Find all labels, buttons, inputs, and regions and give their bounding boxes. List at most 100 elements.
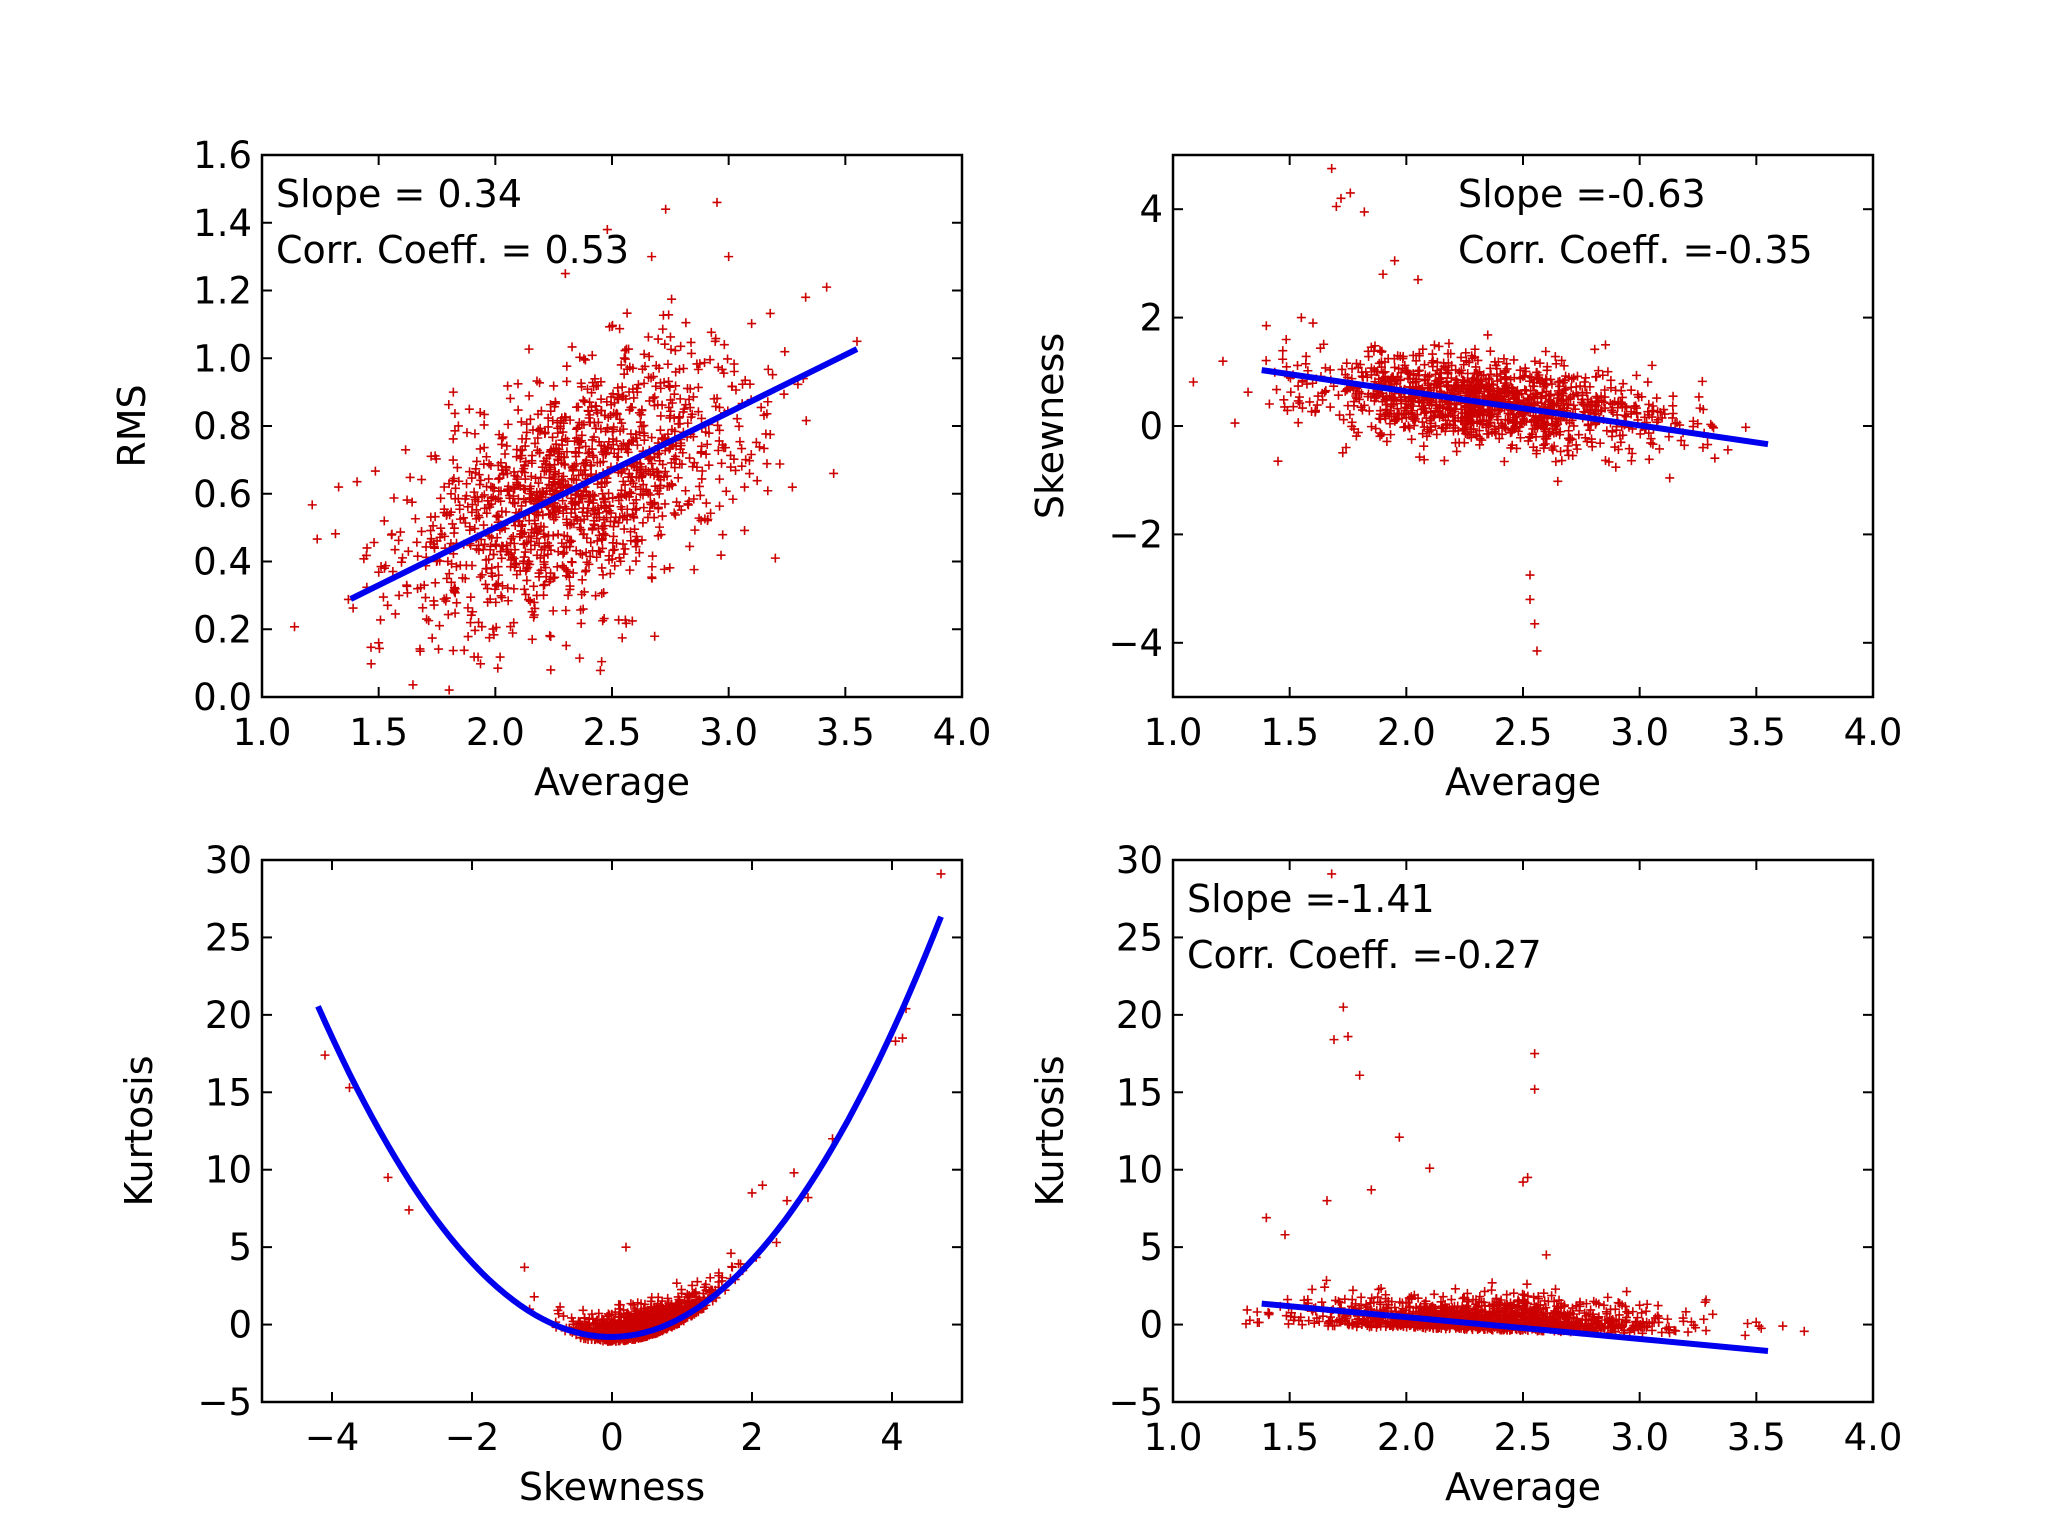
data-point bbox=[1396, 393, 1406, 403]
data-point bbox=[536, 492, 546, 502]
data-point bbox=[550, 402, 560, 412]
subplot-4: 1.0 1.5 2.0 2.5 3.0 3.5 4.0−5051015202530Avera… bbox=[1028, 839, 1902, 1509]
data-point bbox=[615, 1300, 625, 1310]
data-point bbox=[412, 537, 422, 547]
data-point bbox=[439, 504, 449, 514]
data-point bbox=[446, 489, 456, 499]
data-point bbox=[608, 434, 618, 444]
data-point bbox=[1665, 473, 1675, 483]
data-point bbox=[1382, 400, 1392, 410]
data-point bbox=[585, 551, 595, 561]
data-point bbox=[1386, 430, 1396, 440]
data-point bbox=[1499, 456, 1509, 466]
data-point bbox=[493, 562, 503, 572]
data-point bbox=[503, 381, 513, 391]
data-point bbox=[1281, 334, 1291, 344]
data-point bbox=[608, 545, 618, 555]
data-point bbox=[1582, 402, 1592, 412]
data-point bbox=[479, 459, 489, 469]
data-point bbox=[729, 454, 739, 464]
data-point bbox=[619, 549, 629, 559]
data-point bbox=[1434, 341, 1444, 351]
data-point bbox=[545, 462, 555, 472]
data-point bbox=[1486, 369, 1496, 379]
data-point bbox=[464, 404, 474, 414]
data-point bbox=[650, 1317, 660, 1327]
data-point bbox=[1587, 434, 1597, 444]
data-point bbox=[1593, 366, 1603, 376]
data-point bbox=[584, 559, 594, 569]
data-point bbox=[548, 531, 558, 541]
data-point bbox=[566, 557, 576, 567]
data-point bbox=[517, 466, 527, 476]
data-point bbox=[622, 504, 632, 514]
data-point bbox=[522, 419, 532, 429]
data-point bbox=[696, 447, 706, 457]
data-point bbox=[452, 463, 462, 473]
data-point bbox=[445, 510, 455, 520]
data-point bbox=[1571, 382, 1581, 392]
data-point bbox=[591, 1318, 601, 1328]
data-point bbox=[582, 508, 592, 518]
data-point bbox=[1496, 418, 1506, 428]
data-point bbox=[647, 252, 657, 262]
data-point bbox=[1478, 407, 1488, 417]
data-point bbox=[452, 598, 462, 608]
data-point bbox=[1325, 365, 1335, 375]
data-point bbox=[539, 522, 549, 532]
data-point bbox=[345, 1083, 354, 1093]
data-point bbox=[772, 1238, 781, 1247]
data-point bbox=[619, 369, 629, 379]
data-point bbox=[670, 463, 680, 473]
data-point bbox=[1421, 407, 1431, 417]
data-point bbox=[663, 359, 673, 369]
data-point bbox=[574, 470, 584, 480]
data-point bbox=[1413, 1293, 1423, 1303]
data-point bbox=[601, 513, 611, 523]
data-point bbox=[731, 465, 741, 475]
data-point bbox=[387, 530, 397, 540]
data-point bbox=[575, 653, 585, 663]
data-point bbox=[1591, 401, 1601, 411]
data-point bbox=[460, 574, 470, 584]
data-point bbox=[503, 481, 513, 491]
data-point bbox=[1471, 381, 1481, 391]
data-point bbox=[625, 565, 635, 575]
data-point bbox=[463, 603, 473, 613]
data-point bbox=[620, 1322, 630, 1332]
data-point bbox=[1465, 418, 1475, 428]
data-point bbox=[1435, 374, 1445, 384]
data-point bbox=[556, 416, 566, 426]
data-point bbox=[782, 1196, 792, 1206]
data-point bbox=[1563, 400, 1573, 410]
data-point bbox=[801, 416, 811, 426]
data-point bbox=[648, 372, 658, 382]
data-point bbox=[579, 354, 589, 364]
data-point bbox=[1429, 340, 1439, 350]
data-point bbox=[1583, 419, 1593, 429]
data-point bbox=[1575, 381, 1585, 391]
data-point bbox=[733, 1259, 743, 1269]
data-point bbox=[1541, 1303, 1551, 1313]
data-point bbox=[525, 596, 535, 606]
data-point bbox=[1375, 406, 1385, 416]
data-point bbox=[473, 652, 483, 662]
fit-line bbox=[1261, 367, 1769, 448]
data-point bbox=[1412, 376, 1421, 386]
data-point bbox=[729, 366, 739, 376]
data-point bbox=[599, 529, 609, 539]
data-point bbox=[580, 1320, 590, 1330]
data-point bbox=[681, 400, 691, 410]
data-point bbox=[1293, 396, 1303, 406]
data-point bbox=[374, 638, 384, 648]
data-point bbox=[1413, 275, 1423, 285]
data-point bbox=[631, 429, 641, 439]
data-point bbox=[1335, 410, 1345, 420]
data-point bbox=[639, 349, 649, 359]
data-point bbox=[1530, 356, 1540, 366]
fit-line bbox=[315, 915, 944, 1340]
data-point bbox=[737, 444, 747, 454]
data-point bbox=[1482, 429, 1492, 439]
data-point bbox=[1515, 365, 1525, 375]
data-point bbox=[549, 381, 559, 391]
